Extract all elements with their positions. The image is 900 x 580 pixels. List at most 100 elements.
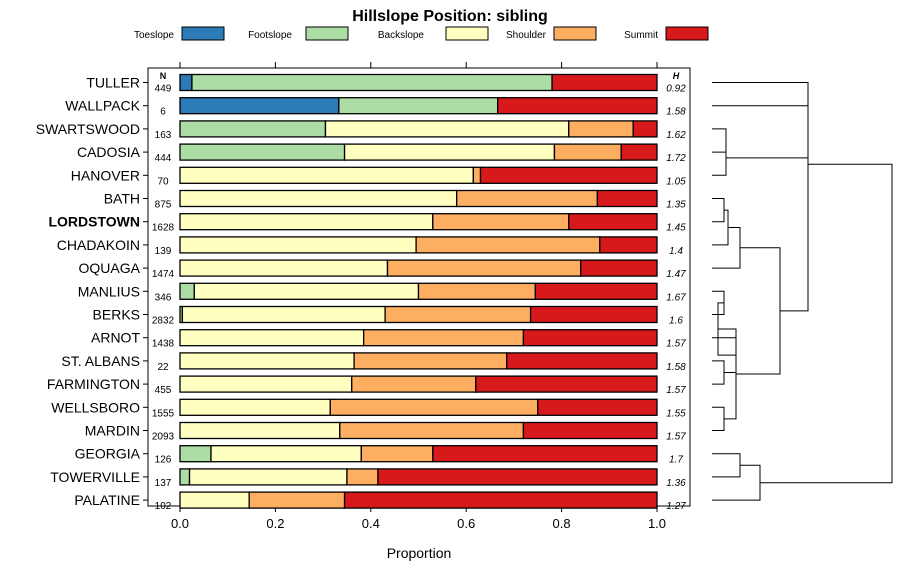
row-n-arnot: 1438	[152, 339, 175, 350]
row-label-towerville: TOWERVILLE	[50, 469, 140, 485]
row-n-wallpack: 6	[160, 107, 166, 118]
row-label-berks: BERKS	[93, 307, 140, 323]
chart-title: Hillslope Position: sibling	[352, 8, 548, 25]
bar-cadosia-backslope	[343, 143, 556, 161]
bar-towerville-backslope	[188, 468, 348, 486]
bar-berks-shoulder	[384, 305, 532, 324]
bar-tuller-toeslope	[179, 73, 193, 92]
row-h-wallpack: 1.58	[666, 107, 686, 118]
x-tick-label: 0.4	[362, 516, 380, 531]
bar-lordstown-summit	[568, 213, 658, 231]
row-n-oquaga: 1474	[152, 269, 175, 280]
row-n-palatine: 102	[155, 501, 172, 512]
x-tick-label: 0.6	[457, 516, 475, 531]
row-label-arnot: ARNOT	[91, 330, 140, 346]
row-label-tuller: TULLER	[86, 75, 140, 91]
row-label-hanover: HANOVER	[71, 167, 140, 183]
row-h-lordstown: 1.45	[666, 223, 686, 234]
x-tick-label: 1.0	[648, 516, 666, 531]
bar-swartswood-backslope	[324, 120, 570, 138]
bar-farmington-backslope	[179, 375, 353, 393]
row-n-st-albans: 22	[157, 362, 169, 373]
bar-arnot-shoulder	[362, 329, 525, 347]
bar-georgia-footslope	[179, 445, 212, 463]
row-h-mardin: 1.57	[666, 432, 686, 443]
dendrogram-branch	[712, 128, 727, 153]
bar-chadakoin-shoulder	[415, 236, 601, 254]
legend-swatch-shoulder	[553, 26, 597, 41]
bar-mardin-summit	[522, 421, 658, 440]
bar-wallpack-footslope	[338, 97, 499, 115]
x-tick-label: 0.8	[553, 516, 571, 531]
bar-tuller-footslope	[191, 73, 553, 92]
bar-arnot-backslope	[179, 329, 365, 347]
row-n-swartswood: 163	[155, 130, 172, 141]
row-n-mardin: 2093	[152, 432, 175, 443]
row-h-palatine: 1.27	[666, 501, 686, 512]
bar-bath-summit	[596, 189, 658, 208]
bar-berks-backslope	[181, 305, 386, 324]
row-n-tuller: 449	[155, 84, 172, 95]
bar-lordstown-backslope	[179, 213, 434, 231]
legend-swatch-footslope	[305, 26, 349, 41]
bar-oquaga-shoulder	[386, 259, 582, 277]
bar-cadosia-shoulder	[553, 143, 622, 161]
bar-towerville-footslope	[179, 468, 191, 486]
h-header: H	[673, 71, 680, 81]
bar-chadakoin-backslope	[179, 236, 417, 254]
row-h-georgia: 1.7	[669, 455, 683, 466]
x-tick-label: 0.0	[171, 516, 189, 531]
x-axis-label: Proportion	[387, 545, 452, 561]
row-h-bath: 1.35	[666, 200, 686, 211]
bar-cadosia-summit	[620, 143, 658, 161]
dendrogram-branch	[712, 453, 741, 478]
row-n-bath: 875	[155, 200, 172, 211]
n-header: N	[160, 71, 167, 81]
bar-manlius-summit	[534, 282, 658, 300]
bar-arnot-summit	[522, 329, 658, 347]
dendrogram-branch	[736, 247, 781, 375]
bar-mardin-shoulder	[339, 421, 525, 440]
legend-swatch-summit	[665, 26, 709, 41]
row-label-st-albans: ST. ALBANS	[61, 353, 140, 369]
dendrogram-branch	[712, 464, 761, 501]
bar-farmington-summit	[475, 375, 658, 393]
bar-manlius-footslope	[179, 282, 195, 300]
dendrogram-branch	[712, 406, 725, 431]
row-label-chadakoin: CHADAKOIN	[57, 237, 140, 253]
row-n-farmington: 455	[155, 385, 172, 396]
bar-berks-summit	[529, 305, 658, 324]
row-label-farmington: FARMINGTON	[47, 376, 140, 392]
bar-palatine-backslope	[179, 491, 250, 509]
bar-st-albans-summit	[506, 352, 658, 370]
bar-wallpack-toeslope	[179, 97, 340, 115]
row-h-chadakoin: 1.4	[669, 246, 683, 257]
bar-towerville-summit	[377, 468, 658, 486]
dendrogram-branch	[718, 328, 737, 420]
bar-palatine-shoulder	[248, 491, 346, 509]
row-h-cadosia: 1.72	[666, 153, 686, 164]
row-h-berks: 1.6	[669, 316, 683, 327]
bar-wallpack-summit	[497, 97, 658, 115]
row-label-palatine: PALATINE	[74, 492, 140, 508]
bar-mardin-backslope	[179, 421, 341, 440]
legend-label-footslope: Footslope	[248, 30, 292, 41]
row-n-georgia: 126	[155, 455, 172, 466]
bar-manlius-shoulder	[417, 282, 537, 300]
row-label-wallpack: WALLPACK	[65, 98, 140, 114]
dendrogram	[712, 82, 893, 501]
dendrogram-branch	[712, 209, 729, 246]
bar-st-albans-backslope	[179, 352, 355, 370]
dendrogram-branch	[712, 140, 727, 176]
bar-tuller-summit	[551, 73, 658, 92]
bar-hanover-summit	[479, 166, 658, 184]
row-h-towerville: 1.36	[666, 478, 686, 489]
row-h-hanover: 1.05	[666, 176, 686, 187]
row-h-tuller: 0.92	[666, 84, 686, 95]
bar-hanover-backslope	[179, 166, 475, 184]
dendrogram-branch	[712, 360, 725, 385]
bar-bath-backslope	[179, 189, 458, 208]
bar-palatine-summit	[343, 491, 658, 509]
row-label-lordstown: LORDSTOWN	[48, 214, 140, 230]
